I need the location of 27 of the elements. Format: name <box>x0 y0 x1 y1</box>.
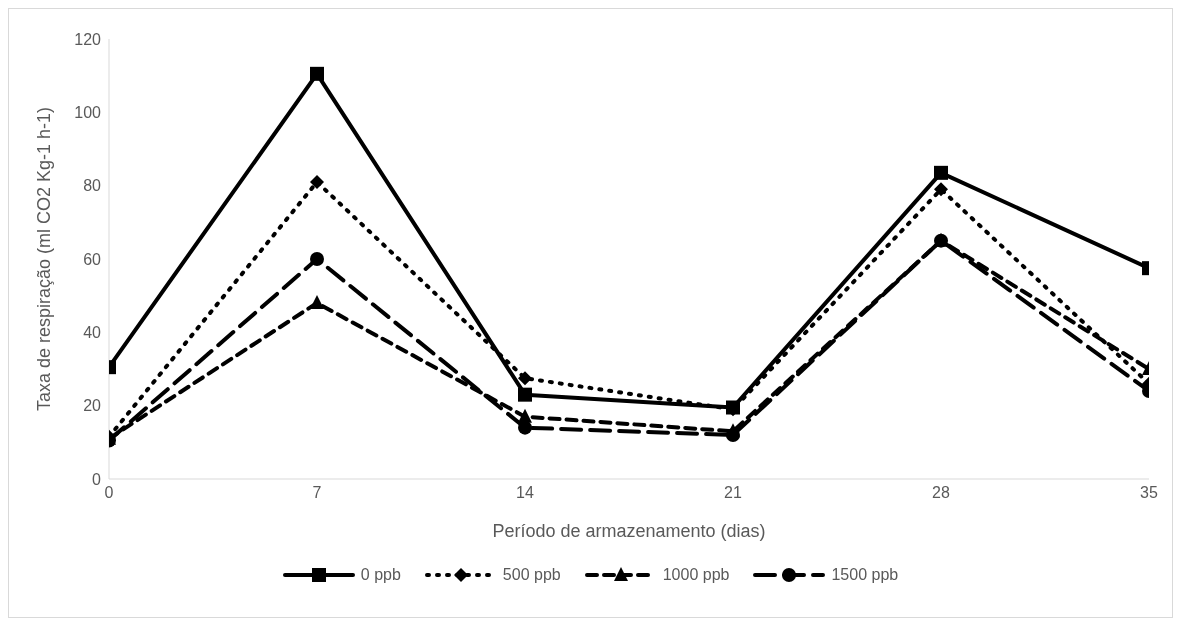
x-tick-label: 0 <box>104 484 114 502</box>
legend-label: 500 ppb <box>502 566 561 584</box>
point <box>310 66 324 81</box>
y-tick-label: 80 <box>83 177 102 195</box>
x-tick-label: 35 <box>1140 484 1158 502</box>
point <box>310 252 324 266</box>
point <box>518 387 532 402</box>
y-tick-label: 100 <box>74 104 102 122</box>
legend-label: 1000 ppb <box>662 566 730 584</box>
point <box>518 371 532 386</box>
point <box>310 295 324 309</box>
y-tick-label: 120 <box>74 30 102 48</box>
x-tick-label: 21 <box>724 484 742 502</box>
x-tick-label: 14 <box>516 484 534 502</box>
legend-label: 1500 ppb <box>831 566 899 584</box>
y-tick-label: 20 <box>83 397 102 415</box>
point <box>726 428 740 442</box>
point <box>518 420 532 435</box>
y-axis-title: Taxa de respiração (ml CO2 Kg-1 h-1) <box>34 106 55 412</box>
x-tick-label: 28 <box>932 484 950 502</box>
x-axis-title: Período de armazenamento (dias) <box>492 521 766 541</box>
y-tick-label: 0 <box>92 470 102 488</box>
y-tick-label: 60 <box>83 250 102 268</box>
y-tick-label: 40 <box>83 324 102 342</box>
x-tick-label: 7 <box>312 484 322 502</box>
point <box>310 175 324 189</box>
legend-label: 0 ppb <box>360 566 401 584</box>
